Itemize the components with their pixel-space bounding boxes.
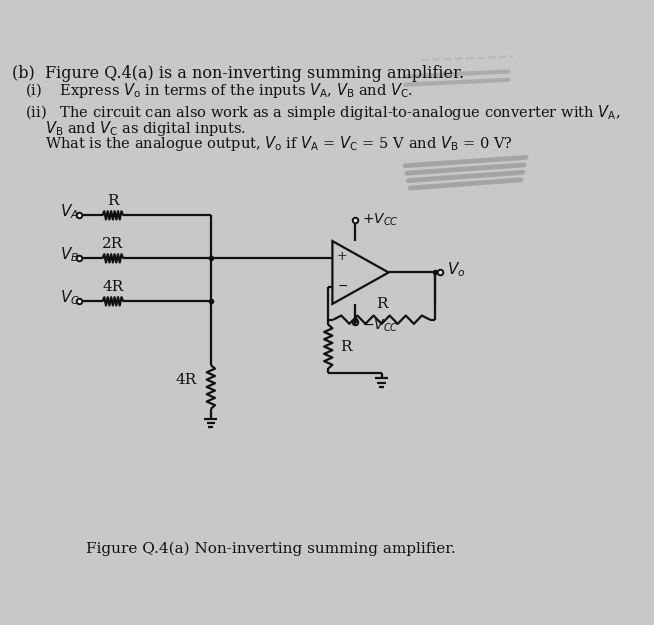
Text: 4R: 4R bbox=[102, 281, 124, 294]
Text: R: R bbox=[107, 194, 118, 208]
Text: 2R: 2R bbox=[102, 238, 124, 251]
Text: $-$: $-$ bbox=[337, 279, 348, 291]
Text: R: R bbox=[340, 339, 351, 354]
Text: $V_A$: $V_A$ bbox=[60, 202, 78, 221]
Text: $+V_{CC}$: $+V_{CC}$ bbox=[362, 211, 398, 227]
Text: R: R bbox=[376, 297, 387, 311]
Text: $V_\mathrm{B}$ and $V_\mathrm{C}$ as digital inputs.: $V_\mathrm{B}$ and $V_\mathrm{C}$ as dig… bbox=[46, 119, 247, 138]
Text: Figure Q.4(a) Non-inverting summing amplifier.: Figure Q.4(a) Non-inverting summing ampl… bbox=[86, 542, 455, 556]
Text: (ii)   The circuit can also work as a simple digital-to-analogue converter with : (ii) The circuit can also work as a simp… bbox=[25, 103, 620, 122]
Text: $V_o$: $V_o$ bbox=[447, 261, 465, 279]
Text: $-V_{CC}$: $-V_{CC}$ bbox=[362, 318, 398, 334]
Text: $V_B$: $V_B$ bbox=[60, 246, 78, 264]
Text: $V_C$: $V_C$ bbox=[60, 289, 79, 308]
Text: +: + bbox=[337, 250, 347, 263]
Text: (i)    Express $V_\mathrm{o}$ in terms of the inputs $V_\mathrm{A}$, $V_\mathrm{: (i) Express $V_\mathrm{o}$ in terms of t… bbox=[25, 81, 413, 101]
Text: 4R: 4R bbox=[175, 372, 197, 387]
Text: (b)  Figure Q.4(a) is a non-inverting summing amplifier.: (b) Figure Q.4(a) is a non-inverting sum… bbox=[12, 65, 464, 82]
Text: What is the analogue output, $V_\mathrm{o}$ if $V_\mathrm{A}$ = $V_\mathrm{C}$ =: What is the analogue output, $V_\mathrm{… bbox=[46, 134, 513, 153]
